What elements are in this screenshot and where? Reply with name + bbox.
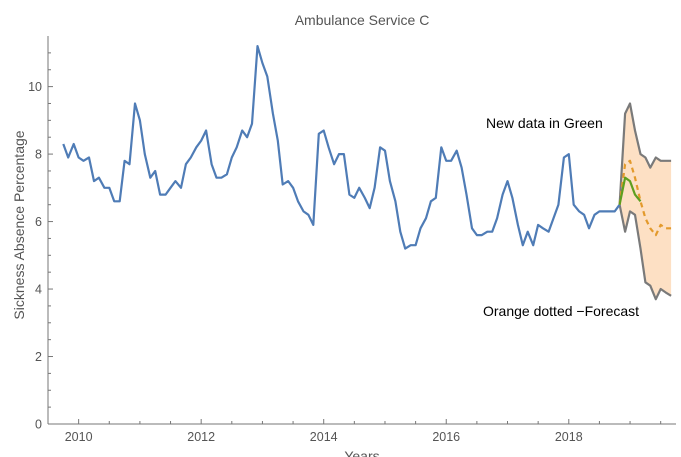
x-tick-label: 2018 [555,430,583,444]
y-axis-title: Sickness Absence Percentage [11,130,27,319]
x-tick-label: 2012 [187,430,215,444]
band-lower-line [618,204,672,301]
y-tick-label: 4 [35,283,42,297]
annotation-forecast: Orange dotted −Forecast [483,303,639,319]
chart-title: Ambulance Service C [295,12,430,28]
axes: 0 2 4 6 8 10 2010 2012 2014 2016 2018 [28,36,676,444]
y-tick-label: 0 [35,418,42,432]
y-tick-label: 6 [35,215,42,229]
x-tick-label: 2010 [65,430,93,444]
annotation-new-data: New data in Green [486,115,603,131]
forecast-line [618,159,672,237]
x-tick-label: 2016 [432,430,460,444]
y-tick-label: 2 [35,350,42,364]
band-upper-line [618,102,672,205]
x-axis-title: Years [344,448,379,457]
x-tick-label: 2014 [310,430,338,444]
y-tick-label: 10 [28,80,42,94]
y-tick-label: 8 [35,148,42,162]
history-line [62,44,621,250]
new-data-line [618,176,642,205]
plot-area [62,44,672,301]
forecast-band [619,103,672,300]
